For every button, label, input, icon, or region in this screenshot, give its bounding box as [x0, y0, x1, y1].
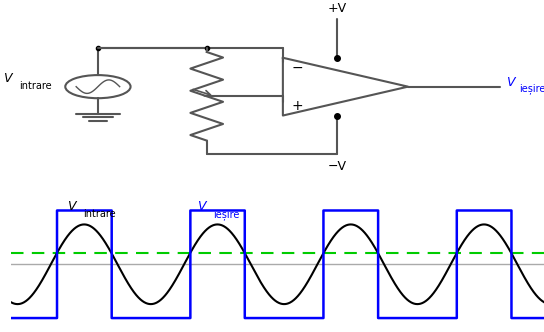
- Text: V: V: [3, 72, 11, 85]
- Text: intrare: intrare: [19, 81, 52, 91]
- Text: $V$: $V$: [197, 200, 209, 213]
- Text: +V: +V: [327, 2, 347, 15]
- Text: V: V: [506, 76, 515, 89]
- Text: −: −: [291, 60, 302, 74]
- Text: ieșire: ieșire: [520, 83, 544, 94]
- Text: +: +: [291, 99, 302, 113]
- Text: intrare: intrare: [83, 209, 115, 219]
- Text: −V: −V: [328, 160, 347, 173]
- Text: $V$: $V$: [67, 200, 78, 213]
- Text: ieșire: ieșire: [213, 209, 240, 220]
